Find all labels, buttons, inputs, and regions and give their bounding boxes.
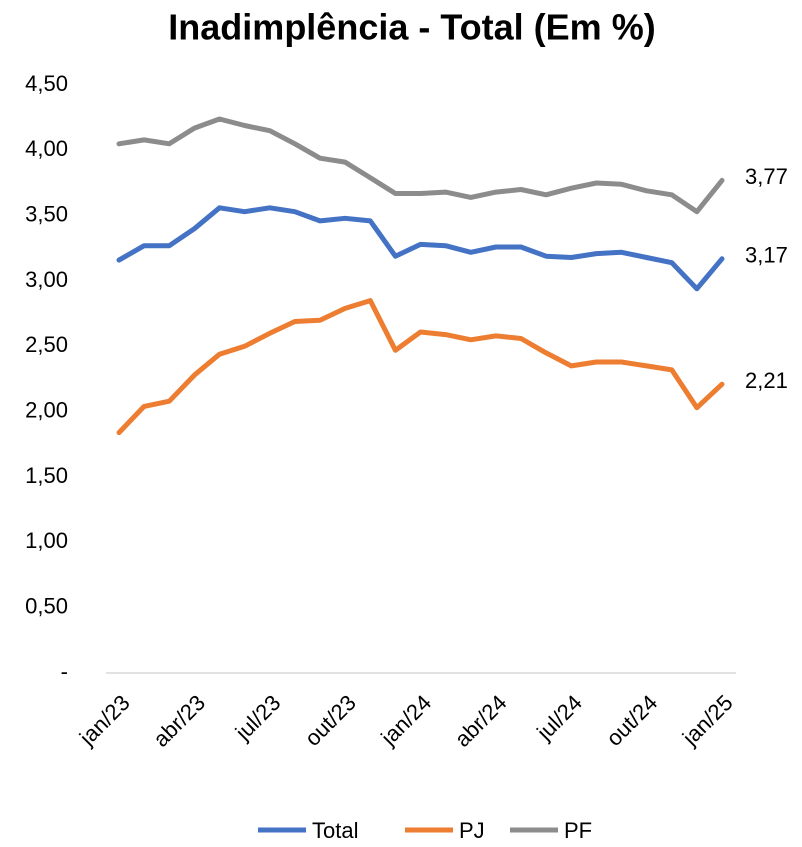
value-label: 3,77 <box>745 164 788 189</box>
legend-label: Total <box>312 818 358 843</box>
x-tick-label: abr/24 <box>450 690 512 752</box>
x-tick-label: jan/23 <box>74 690 135 751</box>
x-tick-label: jan/24 <box>375 690 436 751</box>
y-tick-label: 3,00 <box>25 267 68 292</box>
y-tick-label: 2,00 <box>25 397 68 422</box>
x-tick-label: out/23 <box>300 690 361 751</box>
y-tick-label: 1,00 <box>25 528 68 553</box>
y-tick-label: 2,50 <box>25 332 68 357</box>
value-label: 3,17 <box>745 243 788 268</box>
legend-label: PF <box>564 818 592 843</box>
line-series <box>116 205 725 292</box>
x-tick-label: jul/23 <box>230 690 286 746</box>
x-tick-label: abr/23 <box>148 690 210 752</box>
x-tick-label: out/24 <box>601 690 662 751</box>
legend-label: PJ <box>459 818 485 843</box>
line-series <box>116 298 725 436</box>
line-series <box>116 116 725 215</box>
y-tick-label: 1,50 <box>25 463 68 488</box>
y-tick-label: 4,50 <box>25 71 68 96</box>
chart-title: Inadimplência - Total (Em %) <box>168 7 655 48</box>
y-tick-label: 0,50 <box>25 593 68 618</box>
y-tick-label: 3,50 <box>25 201 68 226</box>
y-tick-label: 4,00 <box>25 136 68 161</box>
x-tick-label: jul/24 <box>531 690 587 746</box>
y-tick-label: - <box>61 659 68 684</box>
value-label: 2,21 <box>745 368 788 393</box>
x-tick-label: jan/25 <box>677 690 738 751</box>
